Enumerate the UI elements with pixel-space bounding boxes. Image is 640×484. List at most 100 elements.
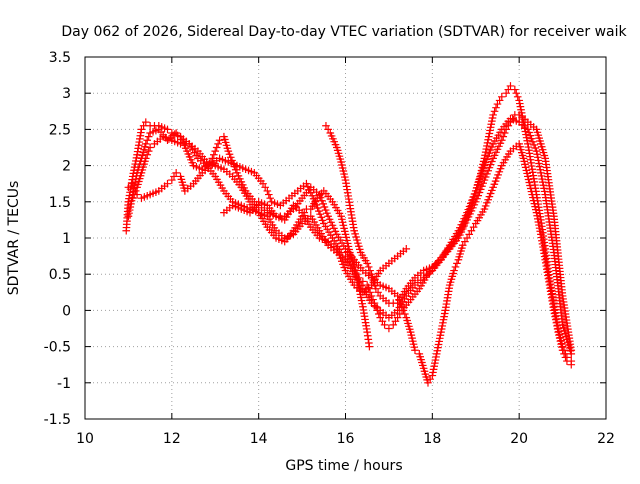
- data-point: [517, 105, 525, 114]
- x-tick-label: 12: [163, 431, 181, 447]
- data-point: [529, 138, 537, 146]
- data-point: [437, 325, 446, 333]
- data-point: [555, 331, 563, 339]
- data-point: [330, 137, 339, 146]
- data-point: [483, 142, 491, 150]
- data-point: [469, 204, 477, 212]
- x-tick-label: 20: [510, 431, 528, 447]
- data-point: [422, 373, 431, 381]
- data-point: [535, 162, 544, 171]
- data-point: [221, 135, 229, 144]
- data-point: [270, 199, 279, 207]
- data-point: [227, 159, 235, 167]
- data-point: [474, 191, 483, 200]
- data-point: [527, 187, 536, 196]
- data-point: [499, 132, 508, 141]
- data-point: [283, 232, 292, 241]
- data-point: [429, 368, 437, 377]
- data-point: [272, 234, 280, 242]
- data-point: [537, 142, 546, 151]
- data-point: [406, 328, 415, 336]
- data-point: [341, 230, 350, 239]
- data-point: [454, 255, 463, 264]
- data-point: [410, 343, 419, 352]
- data-point: [432, 353, 440, 361]
- data-point: [454, 234, 463, 242]
- data-point: [215, 136, 224, 145]
- data-point: [221, 138, 230, 147]
- axis-ticks: 10 12 14 16 18 20 22 -1.5 -1 -0.5 0 0.5 1 1.5 2 2.5 3 3.5: [44, 50, 615, 447]
- data-point: [176, 172, 185, 181]
- data-point: [494, 171, 502, 179]
- data-point: [339, 167, 348, 175]
- data-point: [312, 201, 321, 209]
- data-point: [141, 118, 150, 126]
- data-point: [407, 331, 416, 339]
- data-point: [305, 185, 314, 194]
- data-point: [478, 182, 486, 191]
- data-point: [485, 192, 494, 201]
- data-point: [435, 337, 443, 346]
- data-point: [260, 211, 269, 219]
- data-point: [448, 272, 457, 281]
- data-point: [323, 209, 331, 217]
- data-point: [453, 259, 461, 268]
- data-point: [333, 146, 342, 155]
- data-point: [321, 236, 330, 245]
- data-point: [489, 111, 497, 119]
- y-tick-label: -1.5: [44, 412, 71, 428]
- data-point: [466, 210, 474, 218]
- data-point: [179, 181, 187, 189]
- data-point: [240, 184, 248, 192]
- data-point: [481, 202, 490, 210]
- data-point: [439, 315, 448, 324]
- data-point: [126, 203, 135, 211]
- data-point: [339, 221, 348, 230]
- data-point: [350, 263, 358, 271]
- data-point: [273, 200, 282, 209]
- data-point: [466, 199, 475, 208]
- data-point: [483, 139, 492, 147]
- data-point: [485, 129, 494, 138]
- data-point: [318, 216, 327, 225]
- data-point: [275, 235, 283, 244]
- data-point: [511, 85, 519, 94]
- data-point: [333, 245, 341, 253]
- data-point: [539, 148, 548, 157]
- data-point: [329, 135, 337, 143]
- data-point: [418, 358, 426, 367]
- data-point: [231, 165, 240, 174]
- data-point: [366, 266, 374, 275]
- data-point: [524, 172, 532, 181]
- data-point: [525, 128, 533, 137]
- data-point: [230, 160, 238, 169]
- data-point: [308, 191, 317, 200]
- x-axis-label: GPS time / hours: [285, 458, 402, 474]
- data-point: [480, 161, 489, 170]
- data-point: [529, 196, 538, 205]
- data-point: [269, 211, 277, 219]
- data-point: [484, 132, 493, 141]
- data-point: [496, 164, 505, 173]
- data-point: [304, 182, 312, 191]
- y-tick-label: 0: [62, 303, 71, 319]
- data-point: [327, 218, 335, 227]
- data-point: [471, 198, 480, 206]
- data-point: [521, 160, 529, 169]
- data-point: [328, 221, 337, 230]
- data-point: [434, 340, 443, 349]
- data-point: [553, 325, 562, 333]
- data-point: [135, 174, 144, 183]
- data-point: [363, 259, 372, 268]
- data-point: [212, 143, 221, 152]
- data-point: [137, 169, 146, 177]
- data-point: [214, 140, 222, 148]
- data-point: [376, 281, 385, 289]
- data-point: [428, 371, 437, 380]
- data-point: [481, 151, 489, 160]
- data-point: [340, 170, 348, 178]
- data-point: [540, 151, 549, 160]
- data-point: [136, 171, 145, 180]
- data-point: [137, 194, 146, 202]
